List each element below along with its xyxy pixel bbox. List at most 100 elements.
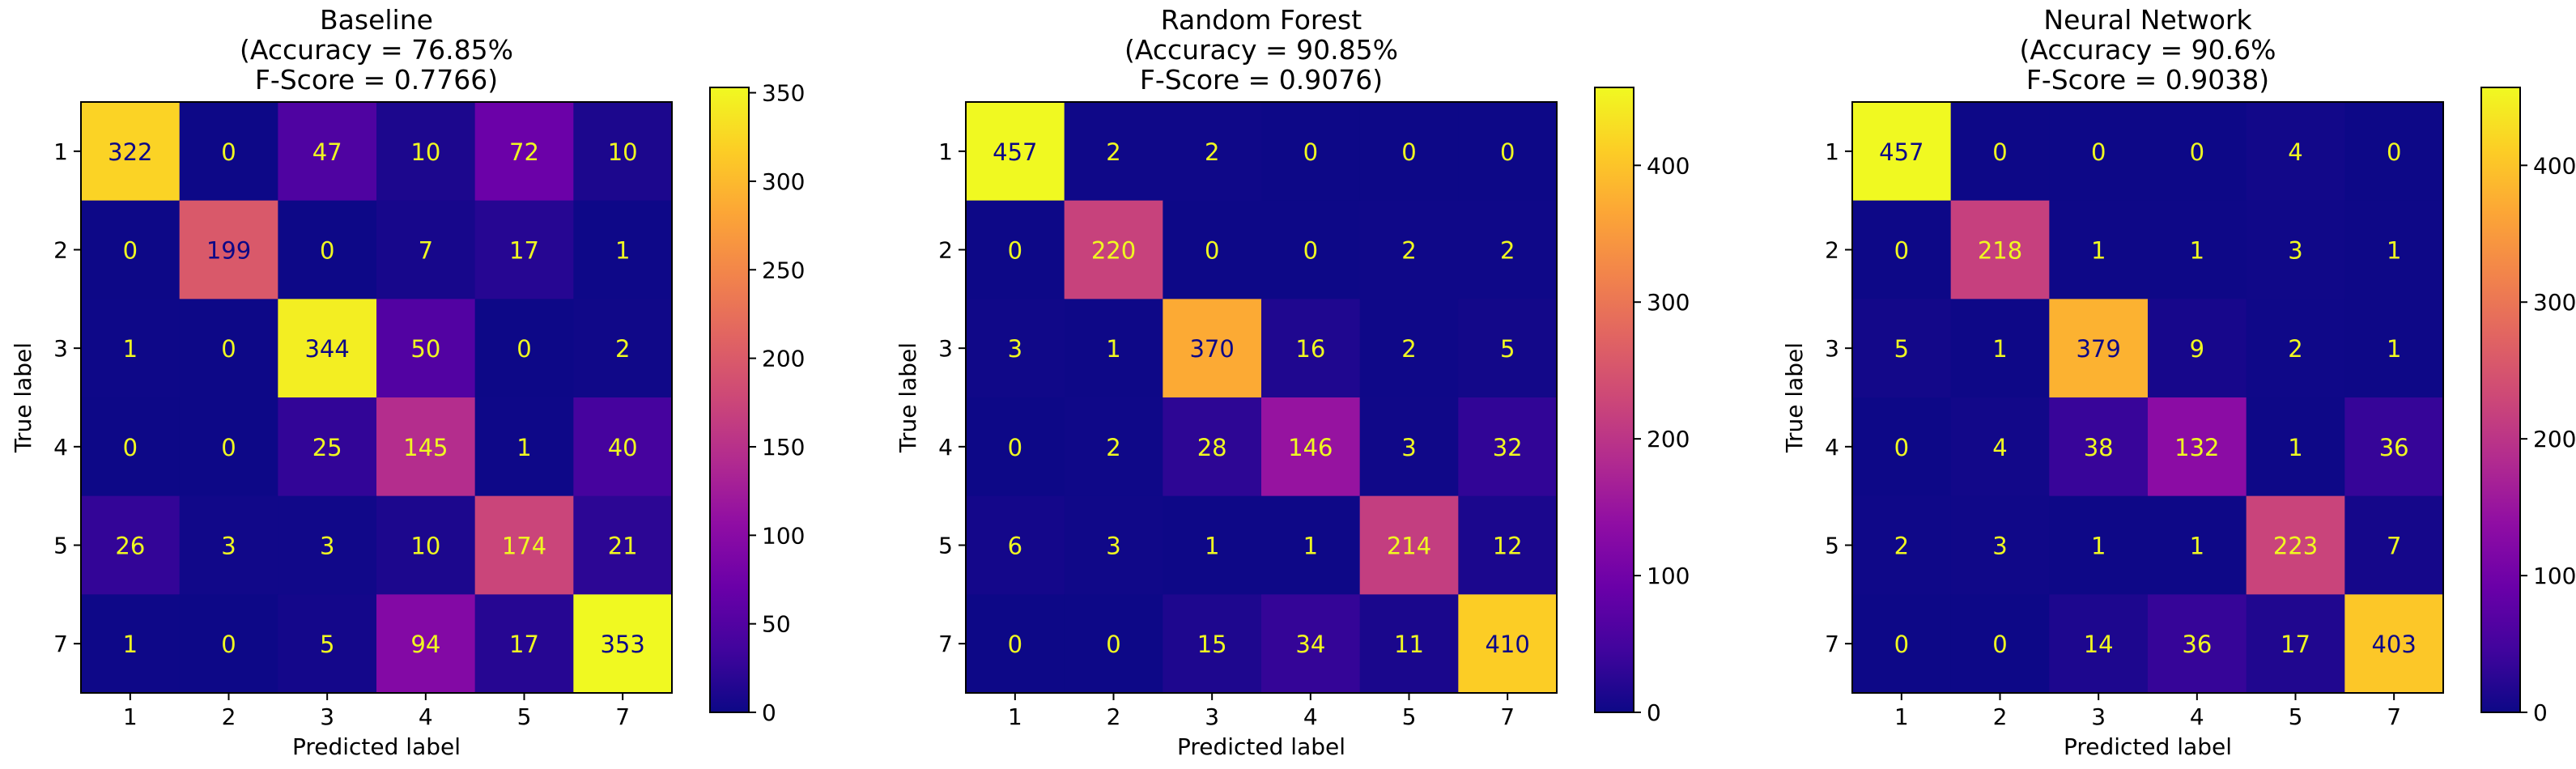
cell-value-label: 72 <box>509 138 539 166</box>
heatmap-cell <box>179 299 278 398</box>
cell-value-label: 0 <box>320 237 334 265</box>
chart-2: Random Forest(Accuracy = 90.85%F-Score =… <box>895 4 1690 760</box>
heatmap-cell <box>2049 102 2149 202</box>
cell-value-label: 3 <box>1401 434 1416 461</box>
heatmap-cell <box>1359 102 1459 202</box>
heatmap-cell <box>2148 299 2247 398</box>
colorbar-tick-label: 150 <box>762 434 805 461</box>
heatmap-cell <box>1458 299 1558 398</box>
colorbar-tick-label: 0 <box>762 699 776 726</box>
cell-value-label: 1 <box>2288 434 2302 461</box>
cell-value-label: 1 <box>615 237 630 265</box>
cell-value-label: 36 <box>2379 434 2409 461</box>
heatmap-cell <box>1163 397 1262 497</box>
y-tick-label: 1 <box>938 138 953 165</box>
heatmap-cell <box>1064 200 1163 300</box>
heatmap-cell <box>1064 495 1163 595</box>
x-tick-label: 4 <box>2190 703 2204 730</box>
heatmap-cell <box>1852 299 1952 398</box>
cell-value-label: 1 <box>2387 335 2401 363</box>
heatmap-cell <box>966 495 1065 595</box>
cell-value-label: 410 <box>1485 631 1529 658</box>
heatmap-cell <box>2049 594 2149 694</box>
colorbar-tick-label: 50 <box>762 611 791 638</box>
heatmap-cell <box>1359 200 1459 300</box>
chart-1-title-line-1: Baseline <box>320 4 433 36</box>
heatmap-cell <box>2246 200 2345 300</box>
heatmap-cell <box>966 594 1065 694</box>
y-axis-label: True label <box>895 342 921 453</box>
heatmap-cell <box>573 200 673 300</box>
cell-value-label: 2 <box>1500 237 1515 265</box>
heatmap-cell <box>2148 495 2247 595</box>
colorbar-tick-label: 250 <box>762 257 805 283</box>
y-tick-label: 5 <box>938 533 953 559</box>
plot-frame <box>80 101 673 694</box>
cell-value-label: 0 <box>123 434 138 461</box>
heatmap-cell <box>1852 495 1952 595</box>
x-axis-label: Predicted label <box>1177 733 1345 760</box>
colorbar-tick-label: 0 <box>2533 699 2548 726</box>
heatmap-cell <box>1458 200 1558 300</box>
colorbar <box>2480 87 2521 713</box>
cell-value-label: 11 <box>1394 631 1424 658</box>
heatmap-cell <box>81 299 181 398</box>
cell-value-label: 1 <box>2190 533 2204 560</box>
heatmap-cell <box>1950 102 2050 202</box>
heatmap-cell <box>1458 397 1558 497</box>
heatmap-cell <box>2246 495 2345 595</box>
cell-value-label: 38 <box>2084 434 2114 461</box>
y-axis-label: True label <box>1781 342 1808 453</box>
cell-value-label: 50 <box>410 335 440 363</box>
heatmap-cell <box>1261 299 1361 398</box>
cell-value-label: 7 <box>419 237 433 265</box>
heatmap-cell <box>1064 299 1163 398</box>
cell-value-label: 26 <box>115 533 145 560</box>
cell-value-label: 0 <box>516 335 531 363</box>
heatmap-cell <box>2246 102 2345 202</box>
chart-2-title-line-2: (Accuracy = 90.85% <box>1124 34 1398 66</box>
cell-value-label: 3 <box>1008 335 1022 363</box>
heatmap-cell <box>1950 299 2050 398</box>
x-tick-label: 7 <box>1500 703 1515 730</box>
heatmap-cell <box>1359 495 1459 595</box>
heatmap-cell <box>1261 200 1361 300</box>
heatmap-cell <box>573 397 673 497</box>
cell-value-label: 47 <box>312 138 342 166</box>
colorbar-tick-label: 100 <box>762 522 805 549</box>
y-tick-label: 5 <box>53 533 68 559</box>
cell-value-label: 0 <box>2387 138 2401 166</box>
heatmap-cell <box>2148 594 2247 694</box>
cell-value-label: 1 <box>1992 335 2007 363</box>
cell-value-label: 4 <box>2288 138 2302 166</box>
heatmap-cell <box>278 200 377 300</box>
cell-value-label: 0 <box>1008 434 1022 461</box>
heatmap-cell <box>474 495 574 595</box>
cell-value-label: 132 <box>2174 434 2219 461</box>
y-tick-label: 3 <box>938 335 953 362</box>
heatmap-cell <box>1261 495 1361 595</box>
heatmap-cell <box>2344 200 2444 300</box>
x-tick-label: 1 <box>1008 703 1022 730</box>
heatmap-cell <box>2344 397 2444 497</box>
heatmap-cell <box>2049 495 2149 595</box>
y-tick-label: 7 <box>938 631 953 657</box>
cell-value-label: 15 <box>1197 631 1227 658</box>
heatmap-cell <box>278 495 377 595</box>
colorbar-tick-label: 200 <box>2533 426 2576 452</box>
x-axis-label: Predicted label <box>2064 733 2232 760</box>
cell-value-label: 3 <box>320 533 334 560</box>
plot-frame <box>965 101 1558 694</box>
cell-value-label: 344 <box>304 335 349 363</box>
heatmap-cell <box>278 102 377 202</box>
x-tick-label: 1 <box>1894 703 1909 730</box>
heatmap-cell <box>376 200 476 300</box>
heatmap-cell <box>1064 102 1163 202</box>
heatmap-cell <box>1163 200 1262 300</box>
x-tick-label: 5 <box>517 703 532 730</box>
heatmap-cell <box>2344 102 2444 202</box>
cell-value-label: 0 <box>1106 631 1120 658</box>
heatmap-cell <box>2148 200 2247 300</box>
y-tick-label: 2 <box>1825 237 1839 264</box>
